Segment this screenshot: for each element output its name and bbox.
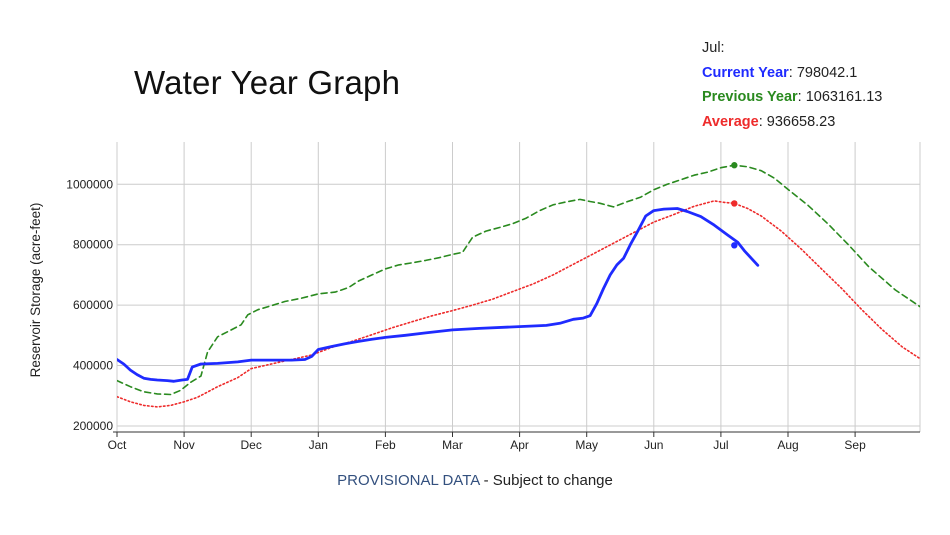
footer-note: PROVISIONAL DATA - Subject to change <box>0 472 950 489</box>
x-tick-label-mar: Mar <box>442 438 463 452</box>
legend-previous-label: Previous Year <box>702 89 798 105</box>
series-previous-year[interactable] <box>117 164 950 396</box>
x-tick-label-feb: Feb <box>375 438 396 452</box>
marker-average <box>731 200 738 207</box>
marker-current-year <box>731 242 738 249</box>
x-tick-label-oct: Oct <box>108 438 127 452</box>
x-tick-label-apr: Apr <box>510 438 529 452</box>
x-tick-label-jan: Jan <box>309 438 328 452</box>
x-tick-label-jun: Jun <box>644 438 663 452</box>
x-tick-label-aug: Aug <box>777 438 798 452</box>
y-tick-label: 800000 <box>73 238 113 252</box>
y-tick-label: 200000 <box>73 419 113 433</box>
marker-previous-year <box>731 162 738 169</box>
legend-current-year: Current Year: 798042.1 <box>702 64 858 81</box>
x-tick-label-jul: Jul <box>713 438 728 452</box>
legend-current-value: 798042.1 <box>796 64 858 81</box>
x-tick-label-nov: Nov <box>173 438 194 452</box>
legend-heading: Jul: <box>702 40 725 56</box>
y-axis-label: Reservoir Storage (acre-feet) <box>28 203 43 378</box>
hover-legend: Jul: Current Year: 798042.1 Previous Yea… <box>702 36 882 134</box>
y-tick-label: 1000000 <box>66 177 113 191</box>
y-axis-ticks: 200000 400000 600000 800000 1000000 <box>66 177 113 433</box>
grid-lines <box>113 142 921 433</box>
series-average[interactable] <box>117 200 950 408</box>
hover-markers <box>731 162 738 249</box>
y-tick-label: 600000 <box>73 298 113 312</box>
subject-to-change-label: - Subject to change <box>479 472 613 489</box>
legend-previous-year: Previous Year: 1063161.13 <box>702 89 883 105</box>
legend-current-label: Current Year <box>702 64 789 81</box>
legend-previous-value: 1063161.13 <box>805 89 883 105</box>
provisional-data-label: PROVISIONAL DATA <box>337 472 480 489</box>
y-tick-label: 400000 <box>73 359 113 373</box>
x-tick-label-dec: Dec <box>241 438 262 452</box>
x-tick-label-may: May <box>575 438 598 452</box>
chart-title: Water Year Graph <box>134 64 401 101</box>
series-current-year[interactable] <box>117 207 760 383</box>
x-tick-label-sep: Sep <box>844 438 866 452</box>
legend-average-value: 936658.23 <box>766 113 836 130</box>
legend-average: Average: 936658.23 <box>702 113 836 130</box>
legend-average-label: Average <box>702 113 759 130</box>
x-axis-ticks: Oct Nov Dec Jan Feb Mar Apr May Jun Jul Aug Sep <box>108 432 866 452</box>
series-layer <box>117 164 950 408</box>
